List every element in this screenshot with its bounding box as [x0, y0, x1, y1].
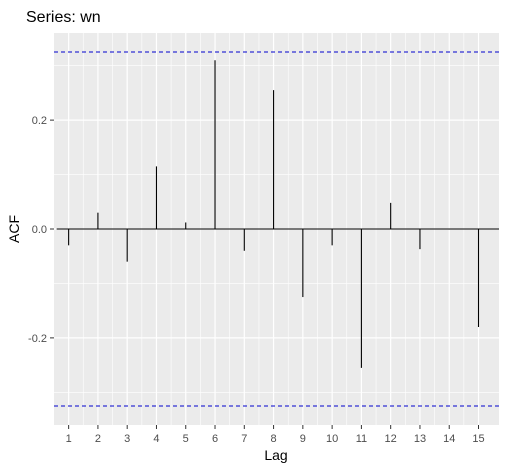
x-tick-label-5: 6: [212, 433, 218, 445]
x-tick-label-2: 3: [124, 433, 130, 445]
x-tick-label-10: 11: [356, 433, 367, 445]
x-axis-title: Lag: [264, 447, 287, 463]
y-tick-label-2: 0.2: [32, 115, 47, 127]
x-tick-label-4: 5: [183, 433, 189, 445]
y-tick-label-0: -0.2: [28, 333, 47, 345]
x-tick-label-13: 14: [443, 433, 455, 445]
x-tick-label-12: 13: [414, 433, 426, 445]
y-axis-title: ACF: [6, 215, 22, 243]
x-tick-label-9: 10: [326, 433, 338, 445]
x-tick-label-6: 7: [241, 433, 247, 445]
x-tick-label-14: 15: [472, 433, 484, 445]
x-tick-label-0: 1: [66, 433, 72, 445]
acf-stems: [68, 60, 480, 368]
x-tick-label-7: 8: [271, 433, 277, 445]
y-axis: -0.2 0.0 0.2: [28, 115, 54, 345]
x-tick-label-8: 9: [300, 433, 306, 445]
x-tick-label-11: 12: [385, 433, 397, 445]
x-axis: 1 2 3 4 5 6 7 8 9 10 11 12 13 14 15: [66, 425, 485, 445]
x-tick-label-3: 4: [153, 433, 159, 445]
reference-lines: [54, 51, 499, 407]
y-tick-label-1: 0.0: [32, 224, 47, 236]
chart-title: Series: wn: [26, 9, 101, 26]
x-tick-label-1: 2: [95, 433, 101, 445]
